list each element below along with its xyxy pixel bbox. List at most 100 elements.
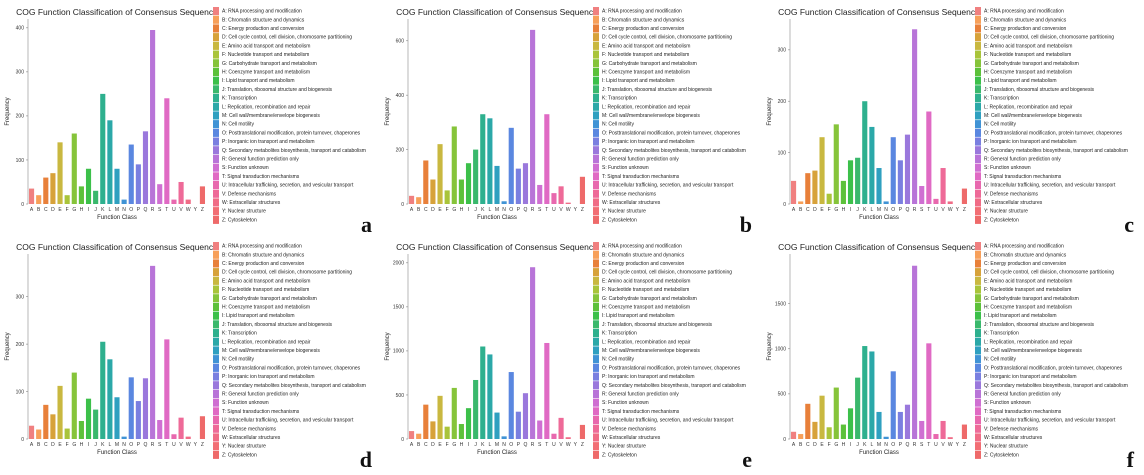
x-tick-label: S: [538, 442, 542, 448]
legend-entry: O: Posttranslational modification, prote…: [602, 130, 741, 136]
x-tick-label: O: [509, 207, 513, 213]
bar-F: [826, 193, 832, 204]
bar-O: [508, 372, 514, 439]
legend-swatch: [213, 181, 219, 190]
legend-entry: Z: Cytoskeleton: [602, 217, 637, 223]
legend-entry: O: Posttranslational modification, prote…: [222, 130, 361, 136]
legend-swatch: [213, 24, 219, 33]
legend-entry: A: RNA processing and modification: [602, 9, 682, 15]
x-tick-label: J: [94, 442, 97, 448]
bar-R: [150, 265, 156, 439]
legend-swatch: [593, 128, 599, 137]
legend-swatch: [975, 346, 981, 355]
y-tick-label: 500: [396, 393, 405, 399]
legend-swatch: [213, 33, 219, 42]
legend-entry: R: General function prediction only: [602, 157, 679, 163]
legend-swatch: [975, 320, 981, 329]
x-tick-label: F: [828, 442, 831, 448]
x-tick-label: T: [545, 207, 548, 213]
panel-letter: d: [360, 447, 372, 472]
bar-A: [790, 180, 797, 204]
legend-swatch: [975, 215, 981, 224]
bar-H: [840, 180, 846, 204]
legend-swatch: [593, 24, 599, 33]
x-tick-label: O: [509, 442, 513, 448]
x-tick-label: I: [850, 207, 851, 213]
x-tick-label: A: [410, 207, 414, 213]
legend-swatch: [213, 259, 219, 268]
x-tick-label: W: [948, 207, 953, 213]
x-tick-label: K: [863, 207, 867, 213]
x-tick-label: H: [460, 442, 464, 448]
legend-swatch: [213, 15, 219, 24]
x-tick-label: E: [820, 207, 824, 213]
legend-swatch: [213, 76, 219, 85]
x-tick-label: H: [80, 207, 84, 213]
legend-entry: P: Inorganic ion transport and metabolis…: [222, 374, 315, 380]
legend-entry: Q: Secondary metabolites biosynthesis, t…: [984, 383, 1128, 389]
legend-entry: B: Chromatin structure and dynamics: [984, 252, 1067, 258]
legend-swatch: [593, 215, 599, 224]
legend-swatch: [593, 172, 599, 181]
legend-entry: Z: Cytoskeleton: [984, 217, 1019, 223]
x-tick-label: S: [158, 207, 162, 213]
legend-swatch: [975, 450, 981, 459]
legend-swatch: [593, 94, 599, 103]
x-tick-label: M: [495, 207, 499, 213]
bar-E: [437, 144, 443, 204]
legend-entry: Y: Nuclear structure: [222, 444, 266, 450]
legend-swatch: [593, 346, 599, 355]
x-tick-label: O: [891, 207, 895, 213]
legend-swatch: [213, 198, 219, 207]
x-tick-label: S: [920, 207, 924, 213]
x-tick-label: T: [927, 207, 930, 213]
bar-M: [876, 168, 882, 204]
legend-swatch: [975, 302, 981, 311]
bar-T: [926, 343, 932, 439]
bar-P: [515, 411, 521, 439]
bar-B: [798, 434, 804, 439]
x-axis-title: Function Class: [477, 215, 517, 221]
legend-swatch: [593, 137, 599, 146]
legend-entry: Q: Secondary metabolites biosynthesis, t…: [222, 383, 366, 389]
legend-entry: Q: Secondary metabolites biosynthesis, t…: [222, 148, 366, 154]
legend-swatch: [593, 294, 599, 303]
x-tick-label: P: [137, 442, 141, 448]
legend-entry: G: Carbohydrate transport and metabolism: [222, 61, 317, 67]
legend-swatch: [975, 24, 981, 33]
legend-swatch: [593, 181, 599, 190]
legend-entry: M: Cell wall/membrane/envelope biogenesi…: [602, 348, 700, 354]
bar-S: [157, 420, 163, 439]
y-tick-label: 0: [21, 437, 24, 443]
x-tick-label: V: [179, 442, 183, 448]
legend-entry: E: Amino acid transport and metabolism: [984, 278, 1072, 284]
bar-D: [430, 421, 436, 439]
bar-W: [565, 202, 571, 204]
legend-entry: N: Cell motility: [602, 122, 634, 128]
legend-swatch: [593, 146, 599, 155]
x-tick-label: I: [468, 442, 469, 448]
y-tick-label: 0: [21, 202, 24, 208]
bar-R: [150, 30, 156, 205]
x-tick-label: P: [517, 207, 521, 213]
y-axis-title: Frequency: [767, 97, 773, 125]
legend-swatch: [213, 302, 219, 311]
legend-entry: J: Translation, ribosomal structure and …: [984, 87, 1095, 93]
legend-swatch: [213, 137, 219, 146]
legend-swatch: [593, 242, 599, 251]
legend-swatch: [975, 355, 981, 364]
legend-swatch: [593, 416, 599, 425]
x-tick-label: O: [129, 207, 133, 213]
y-axis-title: Frequency: [385, 332, 391, 360]
bar-V: [940, 168, 946, 204]
legend-entry: N: Cell motility: [984, 122, 1016, 128]
y-tick-label: 1000: [775, 347, 786, 353]
legend-entry: C: Energy production and conversion: [222, 26, 304, 32]
x-tick-label: D: [813, 442, 817, 448]
y-tick-label: 200: [16, 114, 25, 120]
x-tick-label: B: [37, 442, 41, 448]
x-tick-label: J: [856, 207, 859, 213]
x-tick-label: R: [913, 207, 917, 213]
legend-swatch: [593, 320, 599, 329]
